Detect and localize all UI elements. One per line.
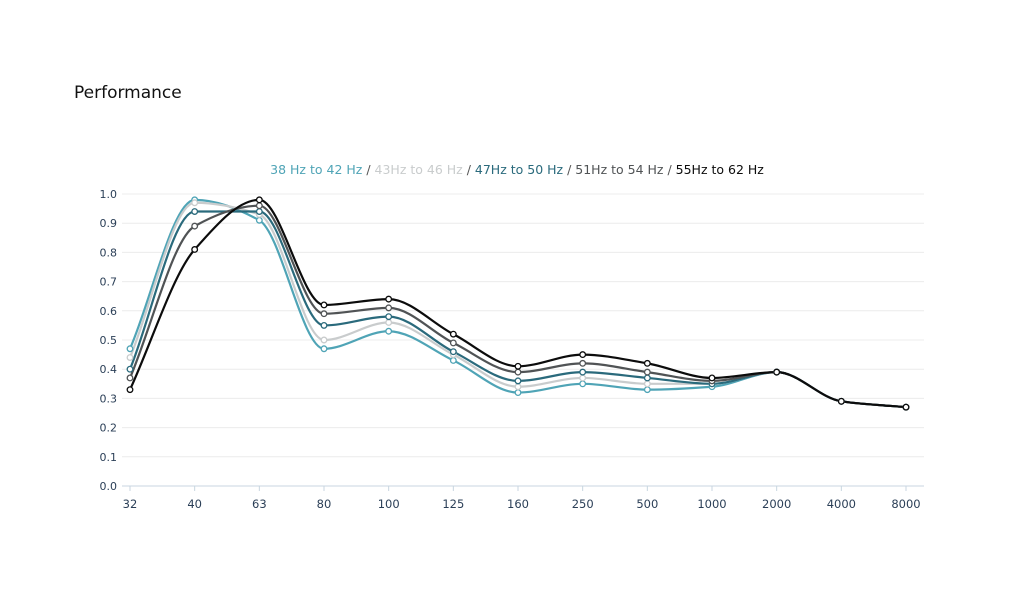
legend-item[interactable]: 51Hz to 54 Hz [575,162,664,177]
data-point [191,222,199,230]
data-point [385,304,393,312]
data-point [514,362,522,370]
data-point [579,351,587,359]
x-tick-label: 8000 [891,497,920,511]
data-point [643,380,651,388]
y-tick-label: 0.8 [100,246,118,259]
series-line [128,204,908,409]
series-line [128,201,908,409]
page-title: Performance [74,83,182,103]
data-point [643,368,651,376]
data-point [643,386,651,394]
legend-item[interactable]: 55Hz to 62 Hz [675,162,764,177]
data-point [902,403,910,411]
data-point [385,327,393,335]
data-point [126,345,134,353]
x-tick-label: 100 [378,497,400,511]
legend-separator: / [663,162,676,177]
data-point [255,216,263,224]
data-point [643,359,651,367]
data-point [514,368,522,376]
data-point [255,196,263,204]
legend-item[interactable]: 43Hz to 46 Hz [374,162,463,177]
data-point [449,356,457,364]
data-point [191,208,199,215]
data-point [385,319,393,326]
data-point [320,310,328,318]
data-point [579,374,587,382]
series-line [128,198,908,409]
legend-separator: / [462,162,475,177]
data-point [320,345,328,353]
data-point [579,359,587,367]
data-point [320,321,328,329]
data-point [320,301,328,309]
chart-legend: 38 Hz to 42 Hz / 43Hz to 46 Hz / 47Hz to… [0,162,1024,177]
data-point [320,336,328,344]
data-point [773,368,781,376]
x-tick-label: 2000 [762,497,791,511]
data-point [643,374,651,382]
data-point [191,246,199,253]
data-point [385,313,393,321]
data-point [708,374,716,382]
y-tick-label: 0.9 [100,217,118,230]
data-point [126,354,134,361]
data-point [126,374,134,382]
x-tick-label: 125 [442,497,464,511]
y-tick-label: 0.3 [100,392,118,405]
legend-item[interactable]: 38 Hz to 42 Hz [270,162,363,177]
x-tick-label: 40 [187,497,202,511]
x-tick-label: 63 [252,497,267,511]
y-tick-label: 0.5 [100,334,118,347]
y-tick-label: 0.7 [100,276,118,289]
legend-item[interactable]: 47Hz to 50 Hz [474,162,564,177]
x-tick-label: 500 [636,497,658,511]
x-tick-label: 1000 [697,497,726,511]
y-tick-label: 0.1 [100,451,118,464]
y-tick-label: 1.0 [100,188,118,201]
data-point [385,295,393,303]
data-point [579,380,587,388]
data-point [449,339,457,347]
y-tick-label: 0.6 [100,305,118,318]
series-line [128,198,908,409]
data-point [126,386,134,394]
data-point [514,377,522,385]
y-tick-label: 0.0 [100,480,118,493]
x-tick-label: 250 [572,497,594,511]
x-tick-label: 160 [507,497,529,511]
x-tick-label: 4000 [827,497,856,511]
data-point [255,208,263,215]
y-tick-label: 0.4 [100,363,118,376]
legend-separator: / [563,162,576,177]
data-point [837,397,845,405]
data-point [191,199,199,207]
x-tick-label: 80 [317,497,332,511]
data-point [449,330,457,338]
data-point [514,389,522,397]
data-point [449,348,457,356]
x-tick-label: 32 [123,497,138,511]
data-point [514,383,522,391]
data-point [126,365,134,373]
data-point [255,202,263,210]
data-point [579,368,587,376]
y-tick-label: 0.2 [100,422,118,435]
legend-separator: / [362,162,375,177]
